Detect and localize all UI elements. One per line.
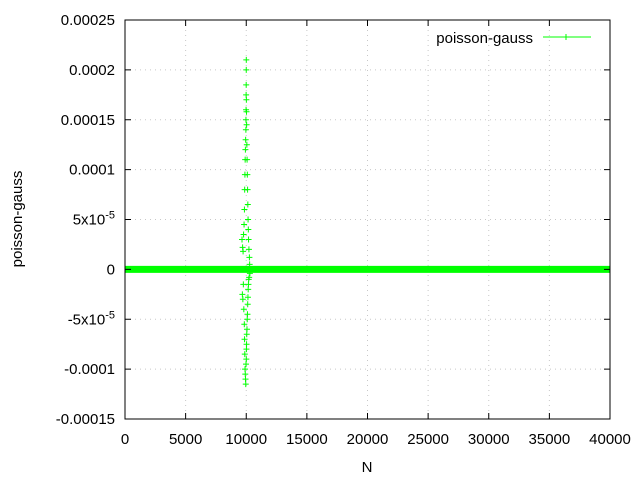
baseline-series: [125, 265, 610, 273]
y-tick-label: 0.00015: [61, 112, 115, 129]
x-axis-label: N: [362, 459, 373, 476]
x-tick-labels: 0 5000 10000 15000 20000 25000 30000 35000 40000: [121, 431, 631, 448]
data-point: [240, 306, 247, 313]
data-point: [242, 116, 249, 123]
data-point: [242, 381, 249, 388]
data-point: [244, 301, 251, 308]
x-tick-label: 35000: [529, 431, 571, 448]
x-tick-label: 5000: [169, 431, 202, 448]
data-point: [244, 186, 251, 193]
x-tick-label: 0: [121, 431, 129, 448]
x-tick-label: 10000: [225, 431, 267, 448]
x-tick-label: 25000: [407, 431, 449, 448]
data-point: [243, 96, 250, 103]
data-point: [243, 341, 250, 348]
x-tick-label: 20000: [347, 431, 389, 448]
data-point: [243, 141, 250, 148]
y-tick-label: 0.0002: [69, 62, 115, 79]
y-axis-label: poisson-gauss: [9, 171, 26, 268]
data-point: [240, 248, 247, 255]
y-tick-label: 5x10-5: [73, 210, 115, 229]
axis-ticks: [124, 19, 611, 420]
y-tick-label: 0.0001: [69, 162, 115, 179]
data-point: [242, 146, 249, 153]
legend-label: poisson-gauss: [436, 30, 533, 47]
x-tick-label: 30000: [468, 431, 510, 448]
data-point: [241, 321, 248, 328]
data-point: [241, 221, 248, 228]
data-point: [245, 226, 252, 233]
data-point: [244, 201, 251, 208]
data-point: [242, 136, 249, 143]
legend-marker: [563, 34, 569, 40]
data-point: [241, 336, 248, 343]
data-point: [246, 270, 253, 277]
data-point: [244, 171, 251, 178]
data-point: [241, 351, 248, 358]
data-point: [243, 66, 250, 73]
baseline-band: [125, 265, 610, 273]
data-point: [240, 231, 247, 238]
y-tick-labels: -0.00015 -0.0001 -5x10-5 0 5x10-5 0.0001 0.000…: [56, 12, 115, 428]
data-point: [242, 126, 249, 133]
data-point: [245, 236, 252, 243]
y-tick-label: -0.0001: [64, 361, 115, 378]
data-point: [245, 246, 252, 253]
y-tick-label: -5x10-5: [68, 309, 115, 328]
data-point: [244, 156, 251, 163]
data-point: [243, 108, 250, 115]
data-point: [243, 326, 250, 333]
data-point: [244, 294, 251, 301]
data-point: [243, 56, 250, 63]
data-point: [246, 274, 253, 281]
data-point: [239, 296, 246, 303]
y-tick-label: 0: [107, 261, 115, 278]
data-point: [246, 254, 253, 261]
data-point: [240, 281, 247, 288]
data-point: [243, 356, 250, 363]
data-point: [246, 261, 253, 268]
data-point: [243, 121, 250, 128]
data-point: [239, 236, 246, 243]
data-point: [243, 81, 250, 88]
x-tick-label: 40000: [589, 431, 631, 448]
legend: poisson-gauss: [436, 30, 591, 47]
data-points: [239, 56, 253, 388]
data-point: [244, 311, 251, 318]
x-tick-label: 15000: [286, 431, 328, 448]
y-tick-label: -0.00015: [56, 411, 115, 428]
data-point: [241, 206, 248, 213]
data-point: [245, 216, 252, 223]
y-tick-label: 0.00025: [61, 12, 115, 29]
